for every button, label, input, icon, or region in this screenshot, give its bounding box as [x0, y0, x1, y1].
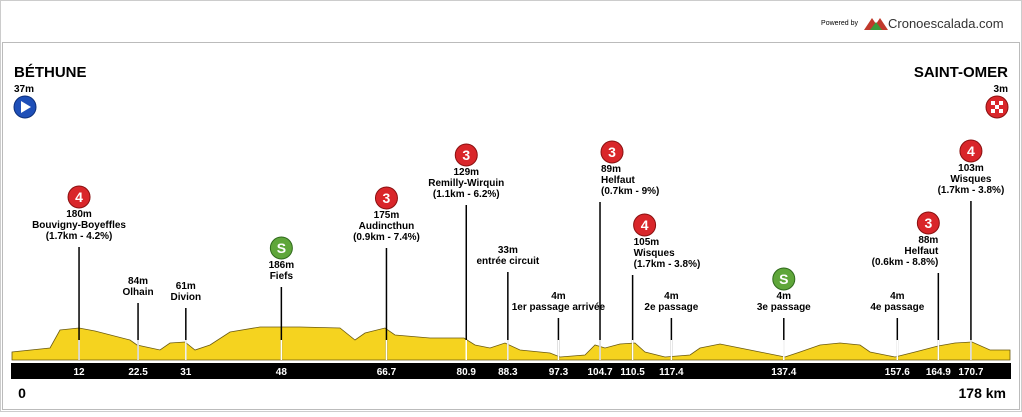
point-label: 2e passage — [644, 302, 698, 313]
brand-logo-inner — [870, 22, 882, 30]
point-label: (0.7km - 9%) — [601, 186, 659, 197]
point-label: 103m — [958, 163, 984, 174]
km-label: 157.6 — [885, 367, 910, 378]
category-label: S — [779, 271, 788, 287]
km-label: 117.4 — [659, 367, 684, 378]
category-label: 3 — [383, 190, 391, 206]
category-badge — [633, 213, 657, 237]
point-label: entrée circuit — [476, 256, 539, 267]
point-label: 33m — [498, 245, 518, 256]
category-badge — [454, 143, 478, 167]
km-label: 80.9 — [457, 367, 477, 378]
point-label: (1.7km - 3.8%) — [938, 185, 1005, 196]
point-label: (1.7km - 4.2%) — [46, 231, 113, 242]
km-label: 48 — [276, 367, 288, 378]
point-label: Divion — [171, 292, 202, 303]
point-label: 4m — [664, 291, 679, 302]
category-badge — [269, 236, 293, 260]
km-label: 110.5 — [620, 367, 645, 378]
category-label: 4 — [967, 143, 975, 159]
category-label: 4 — [641, 217, 649, 233]
km-label: 137.4 — [771, 367, 796, 378]
point-label: 3e passage — [757, 302, 811, 313]
point-label: 180m — [66, 209, 92, 220]
km-label: 104.7 — [587, 367, 612, 378]
start-icon-arrow — [21, 101, 31, 113]
km-label: 31 — [180, 367, 192, 378]
point-label: 4m — [551, 291, 566, 302]
point-label: 84m — [128, 276, 148, 287]
point-label: Wisques — [634, 248, 675, 259]
point-label: (0.6km - 8.8%) — [872, 257, 939, 268]
finish-altitude: 3m — [994, 84, 1009, 95]
point-label: Bouvigny-Boyeffles — [32, 220, 126, 231]
point-label: 4m — [890, 291, 905, 302]
point-label: (1.7km - 3.8%) — [634, 259, 701, 270]
profile — [11, 326, 1011, 361]
point-label: 4e passage — [870, 302, 924, 313]
category-badge — [959, 139, 983, 163]
km-bar — [11, 363, 1011, 379]
category-label: 4 — [75, 189, 83, 205]
km-label: 88.3 — [498, 367, 518, 378]
point-label: Fiefs — [270, 271, 294, 282]
point-label: Helfaut — [601, 175, 636, 186]
point-label: Wisques — [950, 174, 991, 185]
finish-km: 178 km — [959, 385, 1006, 401]
category-badge — [67, 185, 91, 209]
powered-by: Powered by — [821, 20, 858, 27]
point-label: 105m — [634, 237, 660, 248]
category-label: 3 — [608, 144, 616, 160]
point-label: 4m — [777, 291, 792, 302]
brand: Cronoescalada.com — [888, 16, 1004, 31]
km-label: 97.3 — [549, 367, 569, 378]
finish-name: SAINT-OMER — [914, 64, 1008, 81]
point-label: (0.9km - 7.4%) — [353, 232, 420, 243]
point-label: 61m — [176, 281, 196, 292]
category-badge — [772, 267, 796, 291]
category-label: 3 — [462, 147, 470, 163]
point-label: 175m — [374, 210, 400, 221]
point-label: Olhain — [122, 287, 153, 298]
start-altitude: 37m — [14, 84, 34, 95]
km-label: 22.5 — [128, 367, 148, 378]
point-label: 88m — [918, 235, 938, 246]
point-label: 186m — [269, 260, 295, 271]
km-label: 164.9 — [926, 367, 951, 378]
category-label: S — [277, 240, 286, 256]
category-badge — [916, 211, 940, 235]
category-badge — [600, 140, 624, 164]
category-badge — [374, 186, 398, 210]
point-label: Audincthun — [359, 221, 415, 232]
point-label: Remilly-Wirquin — [428, 178, 504, 189]
finish-checker — [991, 101, 1003, 113]
km-label: 12 — [73, 367, 85, 378]
point-label: 129m — [453, 167, 479, 178]
category-label: 3 — [924, 215, 932, 231]
point-label: (1.1km - 6.2%) — [433, 189, 500, 200]
point-label: 1er passage arrivée — [512, 302, 606, 313]
point-label: Helfaut — [904, 246, 939, 257]
km-label: 66.7 — [377, 367, 397, 378]
start-km: 0 — [18, 385, 26, 401]
start-name: BÉTHUNE — [14, 64, 87, 81]
point-label: 89m — [601, 164, 621, 175]
km-label: 170.7 — [958, 367, 983, 378]
